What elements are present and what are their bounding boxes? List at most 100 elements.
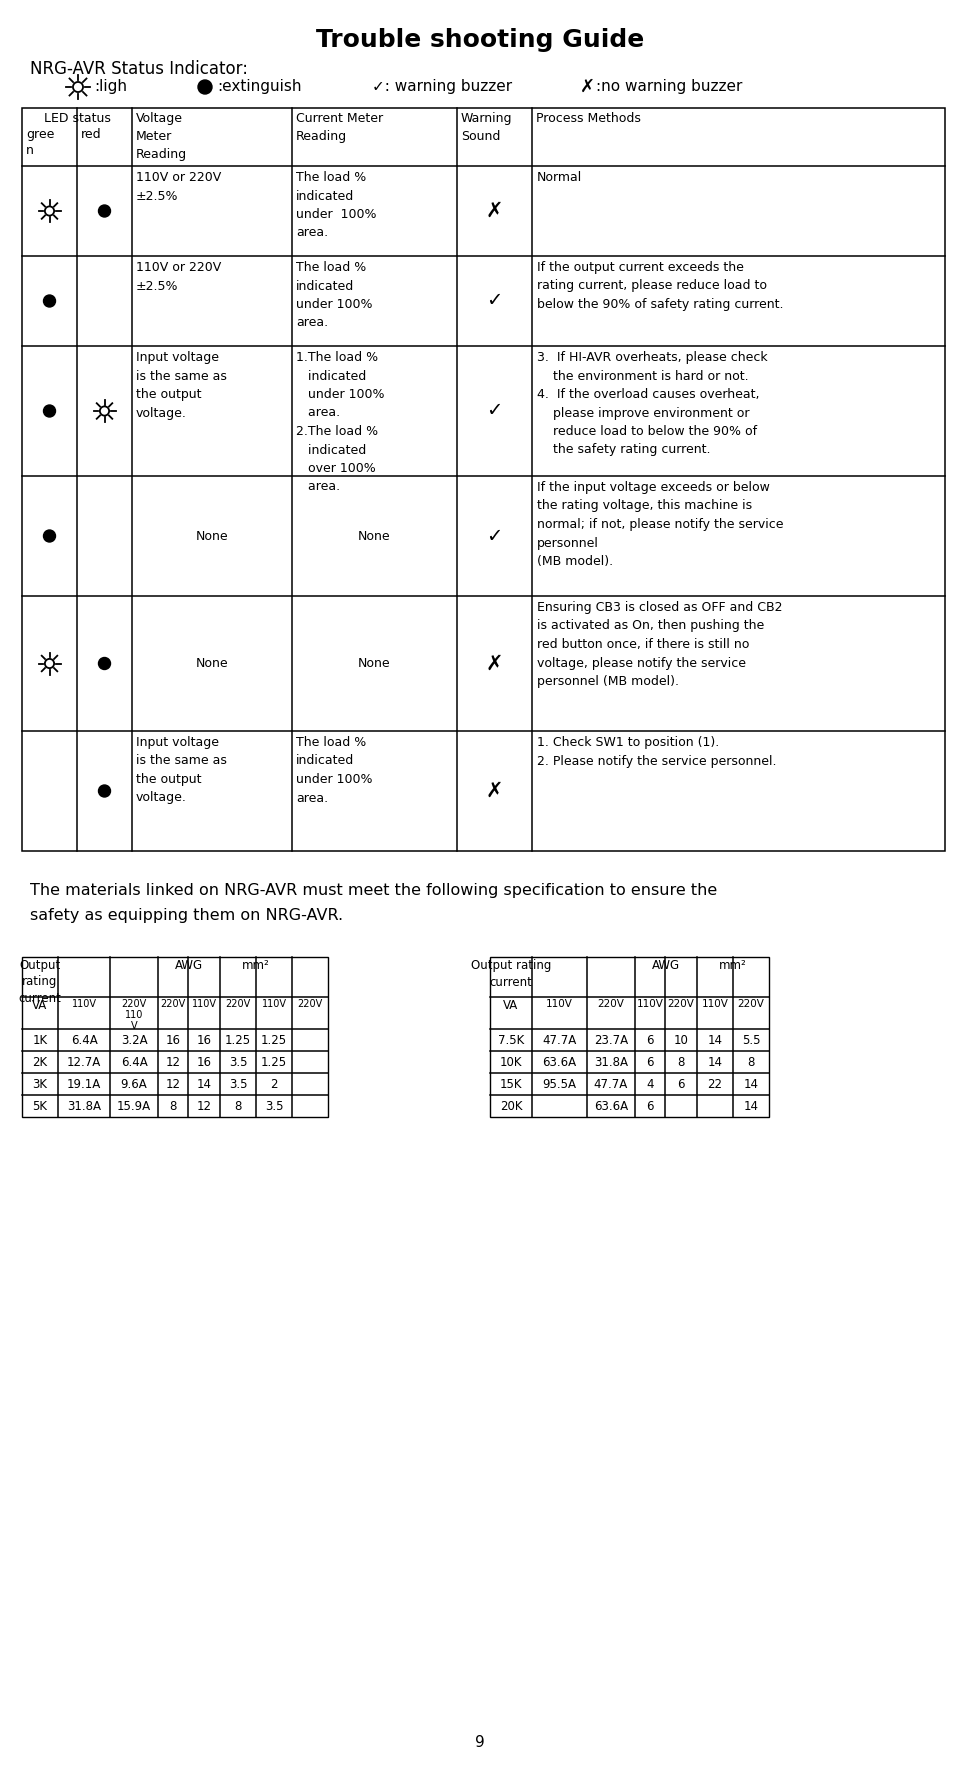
Text: mm²: mm² [719,959,747,971]
Text: n: n [26,145,34,157]
Text: 95.5A: 95.5A [542,1077,577,1090]
Text: :extinguish: :extinguish [217,79,301,95]
Text: 110V: 110V [702,1000,729,1008]
Text: 3.  If HI-AVR overheats, please check
    the environment is hard or not.
4.  If: 3. If HI-AVR overheats, please check the… [537,351,768,456]
Text: AWG: AWG [175,959,204,971]
Text: Input voltage
is the same as
the output
voltage.: Input voltage is the same as the output … [136,351,227,420]
Text: 110V: 110V [636,1000,663,1008]
Text: 220V: 220V [597,1000,624,1008]
Text: 7.5K: 7.5K [498,1033,524,1047]
Text: The load %
indicated
under 100%
area.: The load % indicated under 100% area. [296,736,372,805]
Circle shape [43,530,56,542]
Text: 63.6A: 63.6A [594,1100,628,1113]
Text: 5.5: 5.5 [742,1033,760,1047]
Text: 8: 8 [747,1056,755,1068]
Text: 2K: 2K [33,1056,48,1068]
Text: AWG: AWG [652,959,680,971]
Text: 19.1A: 19.1A [67,1077,101,1090]
Text: ✓: ✓ [487,526,503,546]
Text: VA: VA [33,1000,48,1012]
Text: 6.4A: 6.4A [121,1056,148,1068]
Text: 16: 16 [165,1033,180,1047]
Text: 1.25: 1.25 [261,1056,287,1068]
Text: 6: 6 [646,1056,654,1068]
Text: 110V or 220V
±2.5%: 110V or 220V ±2.5% [136,261,221,293]
Text: 6.4A: 6.4A [71,1033,97,1047]
Text: Current Meter
Reading: Current Meter Reading [296,111,383,143]
Text: 220V: 220V [667,1000,694,1008]
Text: None: None [196,657,228,669]
Circle shape [99,205,110,217]
Text: 14: 14 [743,1077,758,1090]
Text: ✓: ✓ [487,291,503,311]
Text: None: None [358,530,391,542]
Text: ✗: ✗ [580,78,595,95]
Text: Normal: Normal [537,171,583,184]
Text: 63.6A: 63.6A [542,1056,577,1068]
Text: 10K: 10K [500,1056,522,1068]
Text: 9: 9 [475,1734,485,1750]
Text: 12: 12 [165,1077,180,1090]
Text: Ensuring CB3 is closed as OFF and CB2
is activated as On, then pushing the
red b: Ensuring CB3 is closed as OFF and CB2 is… [537,600,782,689]
Text: 3.5: 3.5 [265,1100,283,1113]
Circle shape [99,657,110,669]
Text: mm²: mm² [242,959,270,971]
Text: 15K: 15K [500,1077,522,1090]
Text: The load %
indicated
under 100%
area.: The load % indicated under 100% area. [296,261,372,330]
Text: ✓: ✓ [487,401,503,420]
Text: If the input voltage exceeds or below
the rating voltage, this machine is
normal: If the input voltage exceeds or below th… [537,480,783,569]
Text: 1.The load %
   indicated
   under 100%
   area.
2.The load %
   indicated
   ov: 1.The load % indicated under 100% area. … [296,351,385,493]
Text: Trouble shooting Guide: Trouble shooting Guide [316,28,644,51]
Text: 220V: 220V [160,1000,185,1008]
Text: ✗: ✗ [486,201,503,221]
Text: 110V: 110V [261,1000,286,1008]
Text: VA: VA [503,1000,518,1012]
Text: 12: 12 [165,1056,180,1068]
Text: The load %
indicated
under  100%
area.: The load % indicated under 100% area. [296,171,376,240]
Text: 2: 2 [271,1077,277,1090]
Text: 16: 16 [197,1056,211,1068]
Text: LED status: LED status [43,111,110,125]
Text: 3K: 3K [33,1077,47,1090]
Text: Voltage
Meter
Reading: Voltage Meter Reading [136,111,187,161]
Text: 15.9A: 15.9A [117,1100,151,1113]
Text: 3.2A: 3.2A [121,1033,147,1047]
Text: 1.25: 1.25 [261,1033,287,1047]
Text: 14: 14 [743,1100,758,1113]
Text: 3.5: 3.5 [228,1056,248,1068]
Text: 9.6A: 9.6A [121,1077,148,1090]
Text: 47.7A: 47.7A [542,1033,577,1047]
Text: 10: 10 [674,1033,688,1047]
Text: Output rating
current: Output rating current [470,959,551,989]
Text: 1. Check SW1 to position (1).
2. Please notify the service personnel.: 1. Check SW1 to position (1). 2. Please … [537,736,777,768]
Bar [22,108,945,851]
Text: 5K: 5K [33,1100,47,1113]
Text: 12.7A: 12.7A [67,1056,101,1068]
Text: 1.25: 1.25 [225,1033,252,1047]
Text: Input voltage
is the same as
the output
voltage.: Input voltage is the same as the output … [136,736,227,805]
Text: 16: 16 [197,1033,211,1047]
Text: 23.7A: 23.7A [594,1033,628,1047]
Text: 8: 8 [234,1100,242,1113]
Text: 110V or 220V
±2.5%: 110V or 220V ±2.5% [136,171,221,203]
Text: 31.8A: 31.8A [67,1100,101,1113]
Text: 14: 14 [197,1077,211,1090]
Text: 6: 6 [646,1033,654,1047]
Text: 47.7A: 47.7A [594,1077,628,1090]
Text: 220V: 220V [226,1000,251,1008]
Text: 8: 8 [678,1056,684,1068]
Text: Output
rating
current: Output rating current [18,959,61,1005]
Text: 8: 8 [169,1100,177,1113]
Text: Warning
Sound: Warning Sound [461,111,513,143]
Text: 220V: 220V [298,1000,323,1008]
Text: gree: gree [26,127,55,141]
Bar [490,957,769,1118]
Text: If the output current exceeds the
rating current, please reduce load to
below th: If the output current exceeds the rating… [537,261,783,311]
Text: 3.5: 3.5 [228,1077,248,1090]
Circle shape [99,786,110,796]
Text: 12: 12 [197,1100,211,1113]
Text: 220V: 220V [737,1000,764,1008]
Text: 6: 6 [646,1100,654,1113]
Text: The materials linked on NRG-AVR must meet the following specification to ensure : The materials linked on NRG-AVR must mee… [30,883,717,922]
Text: 110V: 110V [71,1000,97,1008]
